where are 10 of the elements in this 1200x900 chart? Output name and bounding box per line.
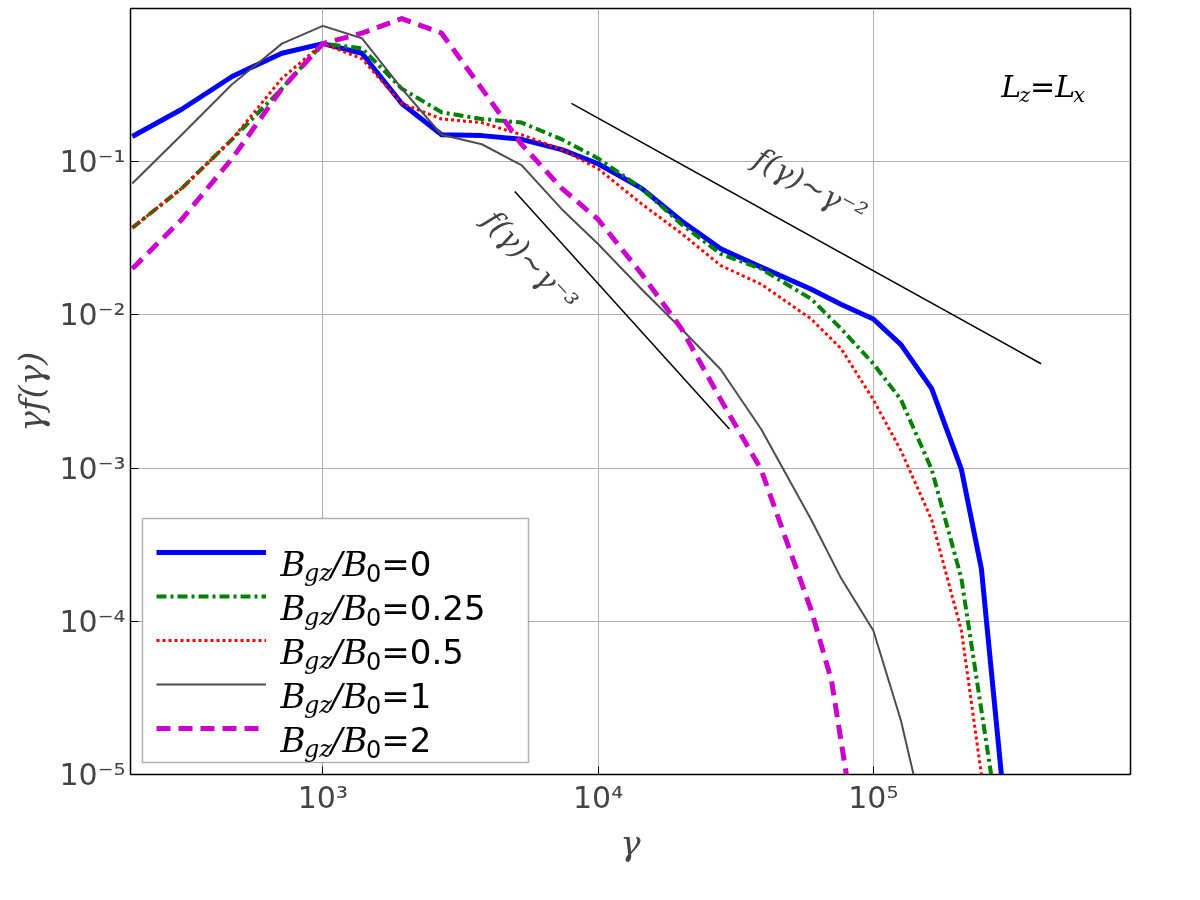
y-tick-label: 10⁻¹ [59,144,126,180]
y-tick-label: 10⁻³ [59,450,126,486]
y-axis-title: γf(γ) [11,351,52,432]
y-tick-label: 10⁻⁵ [59,757,126,792]
y-tick-label: 10⁻² [59,297,126,333]
x-tick-label: 10⁵ [848,779,899,815]
x-tick-label: 10³ [297,779,348,815]
x-tick-label: 10⁴ [572,779,624,815]
y-tick-label: 10⁻⁴ [59,603,126,639]
x-axis-title: γ [620,822,642,863]
